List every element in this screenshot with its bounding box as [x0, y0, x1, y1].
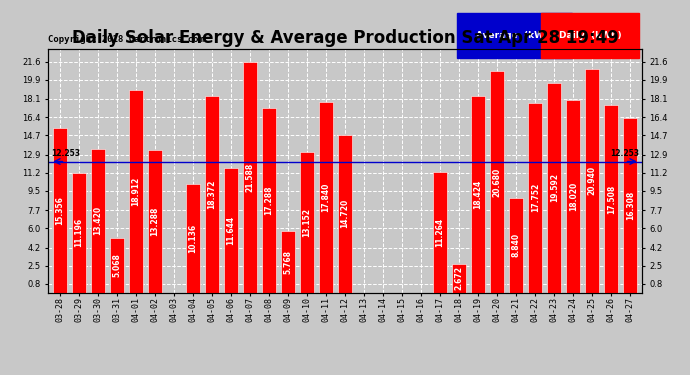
- Text: 16.308: 16.308: [626, 191, 635, 220]
- Bar: [623, 118, 638, 292]
- Text: 5.068: 5.068: [112, 254, 121, 278]
- Text: 20.940: 20.940: [588, 166, 597, 195]
- Bar: [490, 71, 504, 292]
- Bar: [300, 152, 314, 292]
- Text: Daily  (kWh): Daily (kWh): [559, 31, 621, 40]
- Bar: [186, 184, 200, 292]
- Bar: [433, 172, 447, 292]
- Text: 21.588: 21.588: [246, 162, 255, 192]
- Bar: [509, 198, 523, 292]
- Bar: [547, 83, 562, 292]
- Text: 8.840: 8.840: [512, 233, 521, 257]
- Bar: [148, 150, 162, 292]
- Text: 18.424: 18.424: [473, 179, 482, 209]
- Text: 18.020: 18.020: [569, 182, 578, 211]
- Text: Average  (kWh): Average (kWh): [475, 31, 554, 40]
- Bar: [262, 108, 276, 292]
- Text: 13.420: 13.420: [93, 206, 102, 236]
- Bar: [243, 62, 257, 292]
- Text: 17.840: 17.840: [322, 183, 331, 212]
- Text: 2.672: 2.672: [455, 266, 464, 290]
- Bar: [452, 264, 466, 292]
- Text: 11.644: 11.644: [226, 216, 235, 245]
- Text: 12.253: 12.253: [51, 149, 80, 158]
- Bar: [528, 103, 542, 292]
- Text: 20.680: 20.680: [493, 167, 502, 196]
- Text: 10.136: 10.136: [188, 224, 197, 253]
- Text: 13.152: 13.152: [302, 208, 311, 237]
- Bar: [566, 100, 580, 292]
- Text: 11.196: 11.196: [75, 218, 83, 247]
- Bar: [338, 135, 352, 292]
- Bar: [471, 96, 485, 292]
- Bar: [224, 168, 238, 292]
- Bar: [128, 90, 143, 292]
- Text: 12.253: 12.253: [610, 149, 639, 158]
- Text: 15.356: 15.356: [55, 196, 64, 225]
- Text: 5.768: 5.768: [284, 250, 293, 274]
- Text: 18.372: 18.372: [208, 180, 217, 209]
- Text: 14.720: 14.720: [340, 199, 350, 228]
- Title: Daily Solar Energy & Average Production Sat Apr 28 19:49: Daily Solar Energy & Average Production …: [72, 29, 618, 47]
- Text: 17.288: 17.288: [264, 185, 273, 215]
- Text: 17.752: 17.752: [531, 183, 540, 212]
- Bar: [110, 238, 124, 292]
- Text: 18.912: 18.912: [131, 177, 140, 206]
- Bar: [52, 128, 67, 292]
- Text: 19.592: 19.592: [550, 173, 559, 202]
- Text: 17.508: 17.508: [607, 184, 615, 213]
- Text: Copyright 2018 Cartronics.com: Copyright 2018 Cartronics.com: [48, 35, 204, 44]
- Text: 11.264: 11.264: [435, 218, 444, 247]
- Bar: [72, 173, 86, 292]
- Bar: [281, 231, 295, 292]
- Text: 13.288: 13.288: [150, 207, 159, 236]
- Bar: [205, 96, 219, 292]
- Bar: [604, 105, 618, 292]
- Bar: [90, 149, 105, 292]
- Bar: [319, 102, 333, 292]
- Bar: [585, 69, 600, 292]
